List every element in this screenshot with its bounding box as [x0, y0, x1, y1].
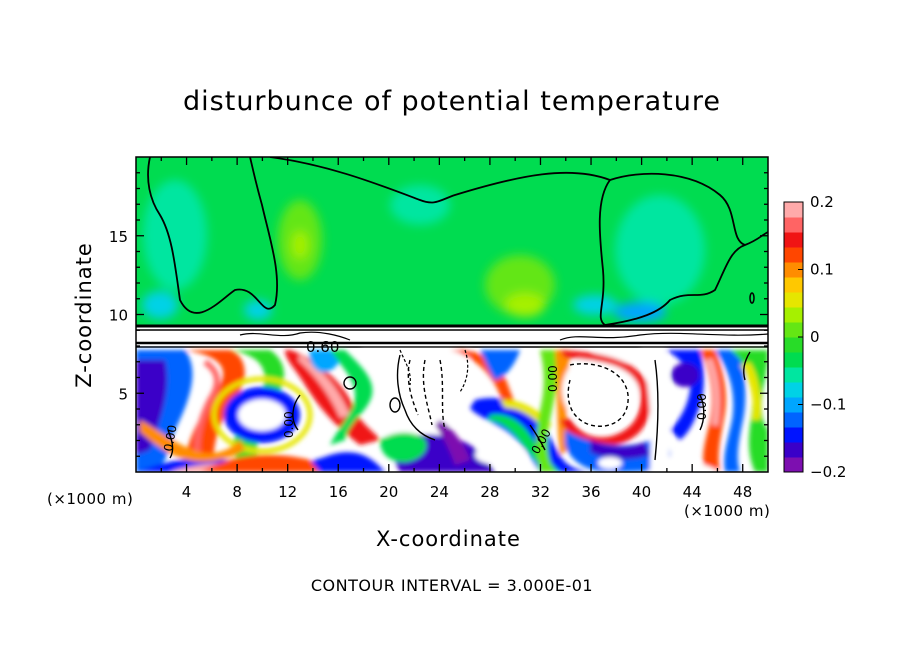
- colorbar-swatch: [784, 397, 803, 413]
- colorbar-swatch: [784, 457, 803, 473]
- x-tick-label: 40: [632, 483, 651, 501]
- contour-label-000-b: 0.00: [282, 411, 296, 438]
- contour-label-060: 0.60: [306, 338, 339, 356]
- contour-interval-note: CONTOUR INTERVAL = 3.000E-01: [310, 576, 594, 595]
- x-tick-label: 28: [480, 483, 499, 501]
- colorbar-swatch: [784, 232, 803, 248]
- colorbar-tick-label: 0: [810, 328, 820, 346]
- x-axis-ticks: 4 8 12 16 20 24 28 32 36 40 44 48: [160, 157, 752, 501]
- heatmap-field: [136, 157, 768, 472]
- y-tick-label: 15: [109, 228, 128, 246]
- lower-layer-eddies: [136, 350, 768, 472]
- contour-label-000-a: 0.00: [161, 424, 179, 453]
- y-axis-unit: (×1000 m): [47, 490, 134, 508]
- colorbar-swatch: [784, 277, 803, 293]
- colorbar-swatch: [784, 322, 803, 338]
- colorbar-swatch: [784, 412, 803, 428]
- contour-labels: 0.60 0.00 0.00 0.00 0.00 0.00: [161, 338, 709, 457]
- colorbar-tick-label: 0.2: [810, 193, 834, 211]
- colorbar-swatch: [784, 382, 803, 398]
- x-tick-label: 8: [232, 483, 242, 501]
- colorbar-swatch: [784, 202, 803, 218]
- x-tick-label: 36: [581, 483, 600, 501]
- x-tick-label: 20: [379, 483, 398, 501]
- colorbar-tick-label: −0.1: [810, 396, 846, 414]
- colorbar-swatch: [784, 442, 803, 458]
- colorbar-tick-labels: 0.2 0.1 0 −0.1 −0.2: [798, 193, 846, 481]
- colorbar-swatch: [784, 337, 803, 353]
- colorbar-swatch: [784, 262, 803, 278]
- contour-label-000-d: 0.00: [695, 393, 709, 420]
- x-tick-label: 24: [430, 483, 449, 501]
- x-tick-label: 48: [733, 483, 752, 501]
- chart-title: disturbunce of potential temperature: [183, 86, 721, 117]
- x-tick-label: 4: [182, 483, 192, 501]
- x-tick-label: 16: [329, 483, 348, 501]
- colorbar-swatch: [784, 292, 803, 308]
- x-axis-title: X-coordinate: [376, 527, 521, 551]
- colorbar-tick-label: 0.1: [810, 261, 834, 279]
- x-axis-unit: (×1000 m): [684, 502, 771, 520]
- y-axis-ticks: 5 10 15: [109, 172, 768, 457]
- colorbar-swatch: [784, 427, 803, 443]
- colorbar-tick-label: −0.2: [810, 463, 846, 481]
- colorbar-swatch: [784, 247, 803, 263]
- colorbar-swatch: [784, 367, 803, 383]
- contour-label-000-c: 0.00: [546, 365, 560, 392]
- lower-contours: [167, 351, 751, 461]
- colorbar-swatch: [784, 307, 803, 323]
- colorbar-swatch: [784, 217, 803, 233]
- y-tick-label: 5: [118, 385, 128, 403]
- colorbar-swatch: [784, 352, 803, 368]
- x-tick-label: 32: [531, 483, 550, 501]
- x-tick-label: 12: [278, 483, 297, 501]
- x-tick-label: 44: [683, 483, 702, 501]
- y-tick-label: 10: [109, 307, 128, 325]
- colorbar: [784, 202, 803, 473]
